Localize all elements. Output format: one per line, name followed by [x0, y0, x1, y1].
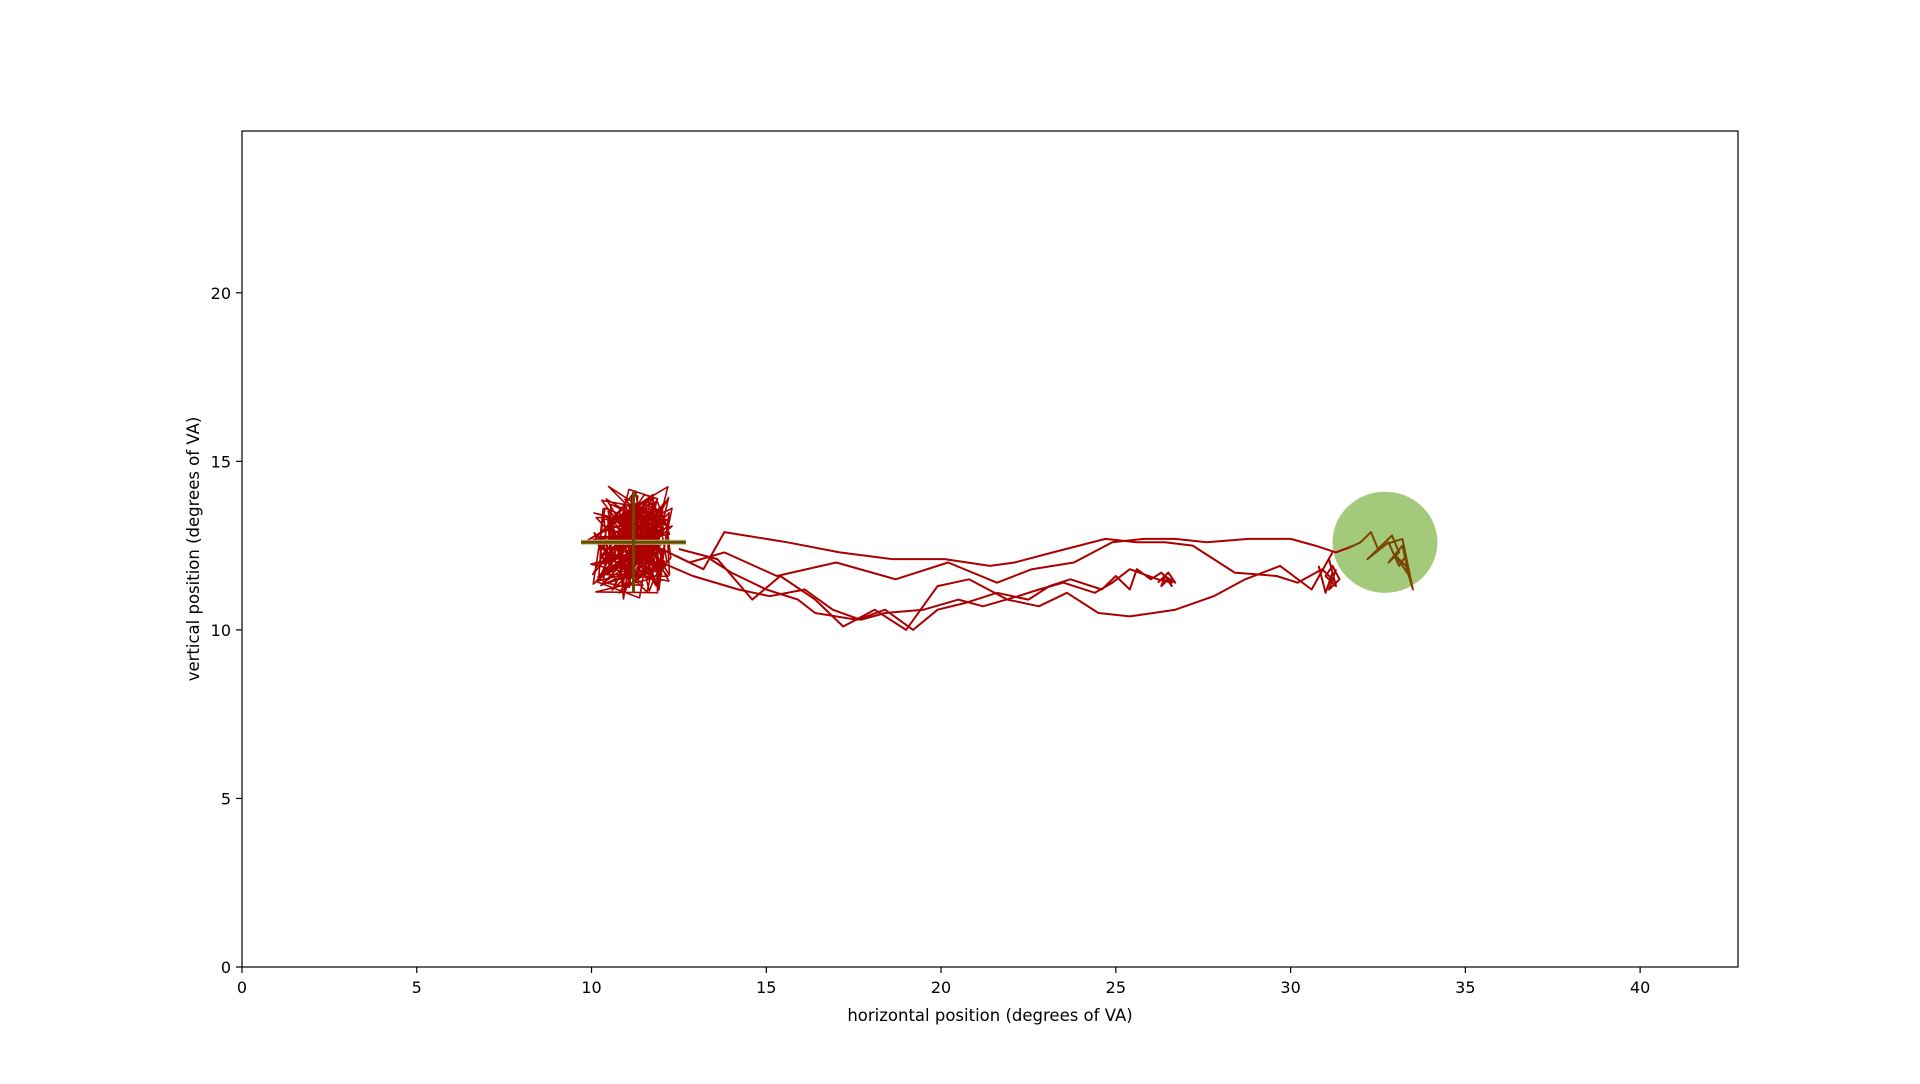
gaze-trace-2 — [674, 531, 1337, 584]
axes: 0 5 10 15 20 25 30 35 40 0 5 10 15 20 horizontal pos… — [184, 130, 1739, 1025]
axes-frame — [241, 130, 1739, 968]
y-axis-label: vertical position (degrees of VA) — [184, 417, 203, 682]
x-tick-label: 5 — [412, 978, 422, 997]
x-tick-label: 40 — [1630, 978, 1650, 997]
gaze-trace-4 — [678, 548, 1334, 631]
x-tick-label: 15 — [756, 978, 776, 997]
y-axis-ticks: 0 5 10 15 20 — [211, 284, 242, 977]
gaze-trace-5 — [1157, 571, 1177, 588]
gaze-trace-6 — [1317, 558, 1341, 594]
x-axis-label: horizontal position (degrees of VA) — [847, 1006, 1132, 1025]
gaze-trace-3 — [661, 558, 1173, 631]
plot-area — [583, 485, 1438, 631]
gaze-trace-7 — [1346, 531, 1414, 591]
x-tick-label: 10 — [581, 978, 601, 997]
x-tick-label: 20 — [931, 978, 951, 997]
y-tick-label: 20 — [211, 284, 231, 303]
x-tick-label: 35 — [1455, 978, 1475, 997]
x-tick-label: 0 — [237, 978, 247, 997]
x-axis-ticks: 0 5 10 15 20 25 30 35 40 — [237, 967, 1650, 997]
y-tick-label: 0 — [221, 958, 231, 977]
y-tick-label: 10 — [211, 621, 231, 640]
x-tick-label: 25 — [1106, 978, 1126, 997]
markers-layer — [581, 491, 686, 593]
y-tick-label: 15 — [211, 452, 231, 471]
y-tick-label: 5 — [221, 789, 231, 808]
x-tick-label: 30 — [1280, 978, 1300, 997]
